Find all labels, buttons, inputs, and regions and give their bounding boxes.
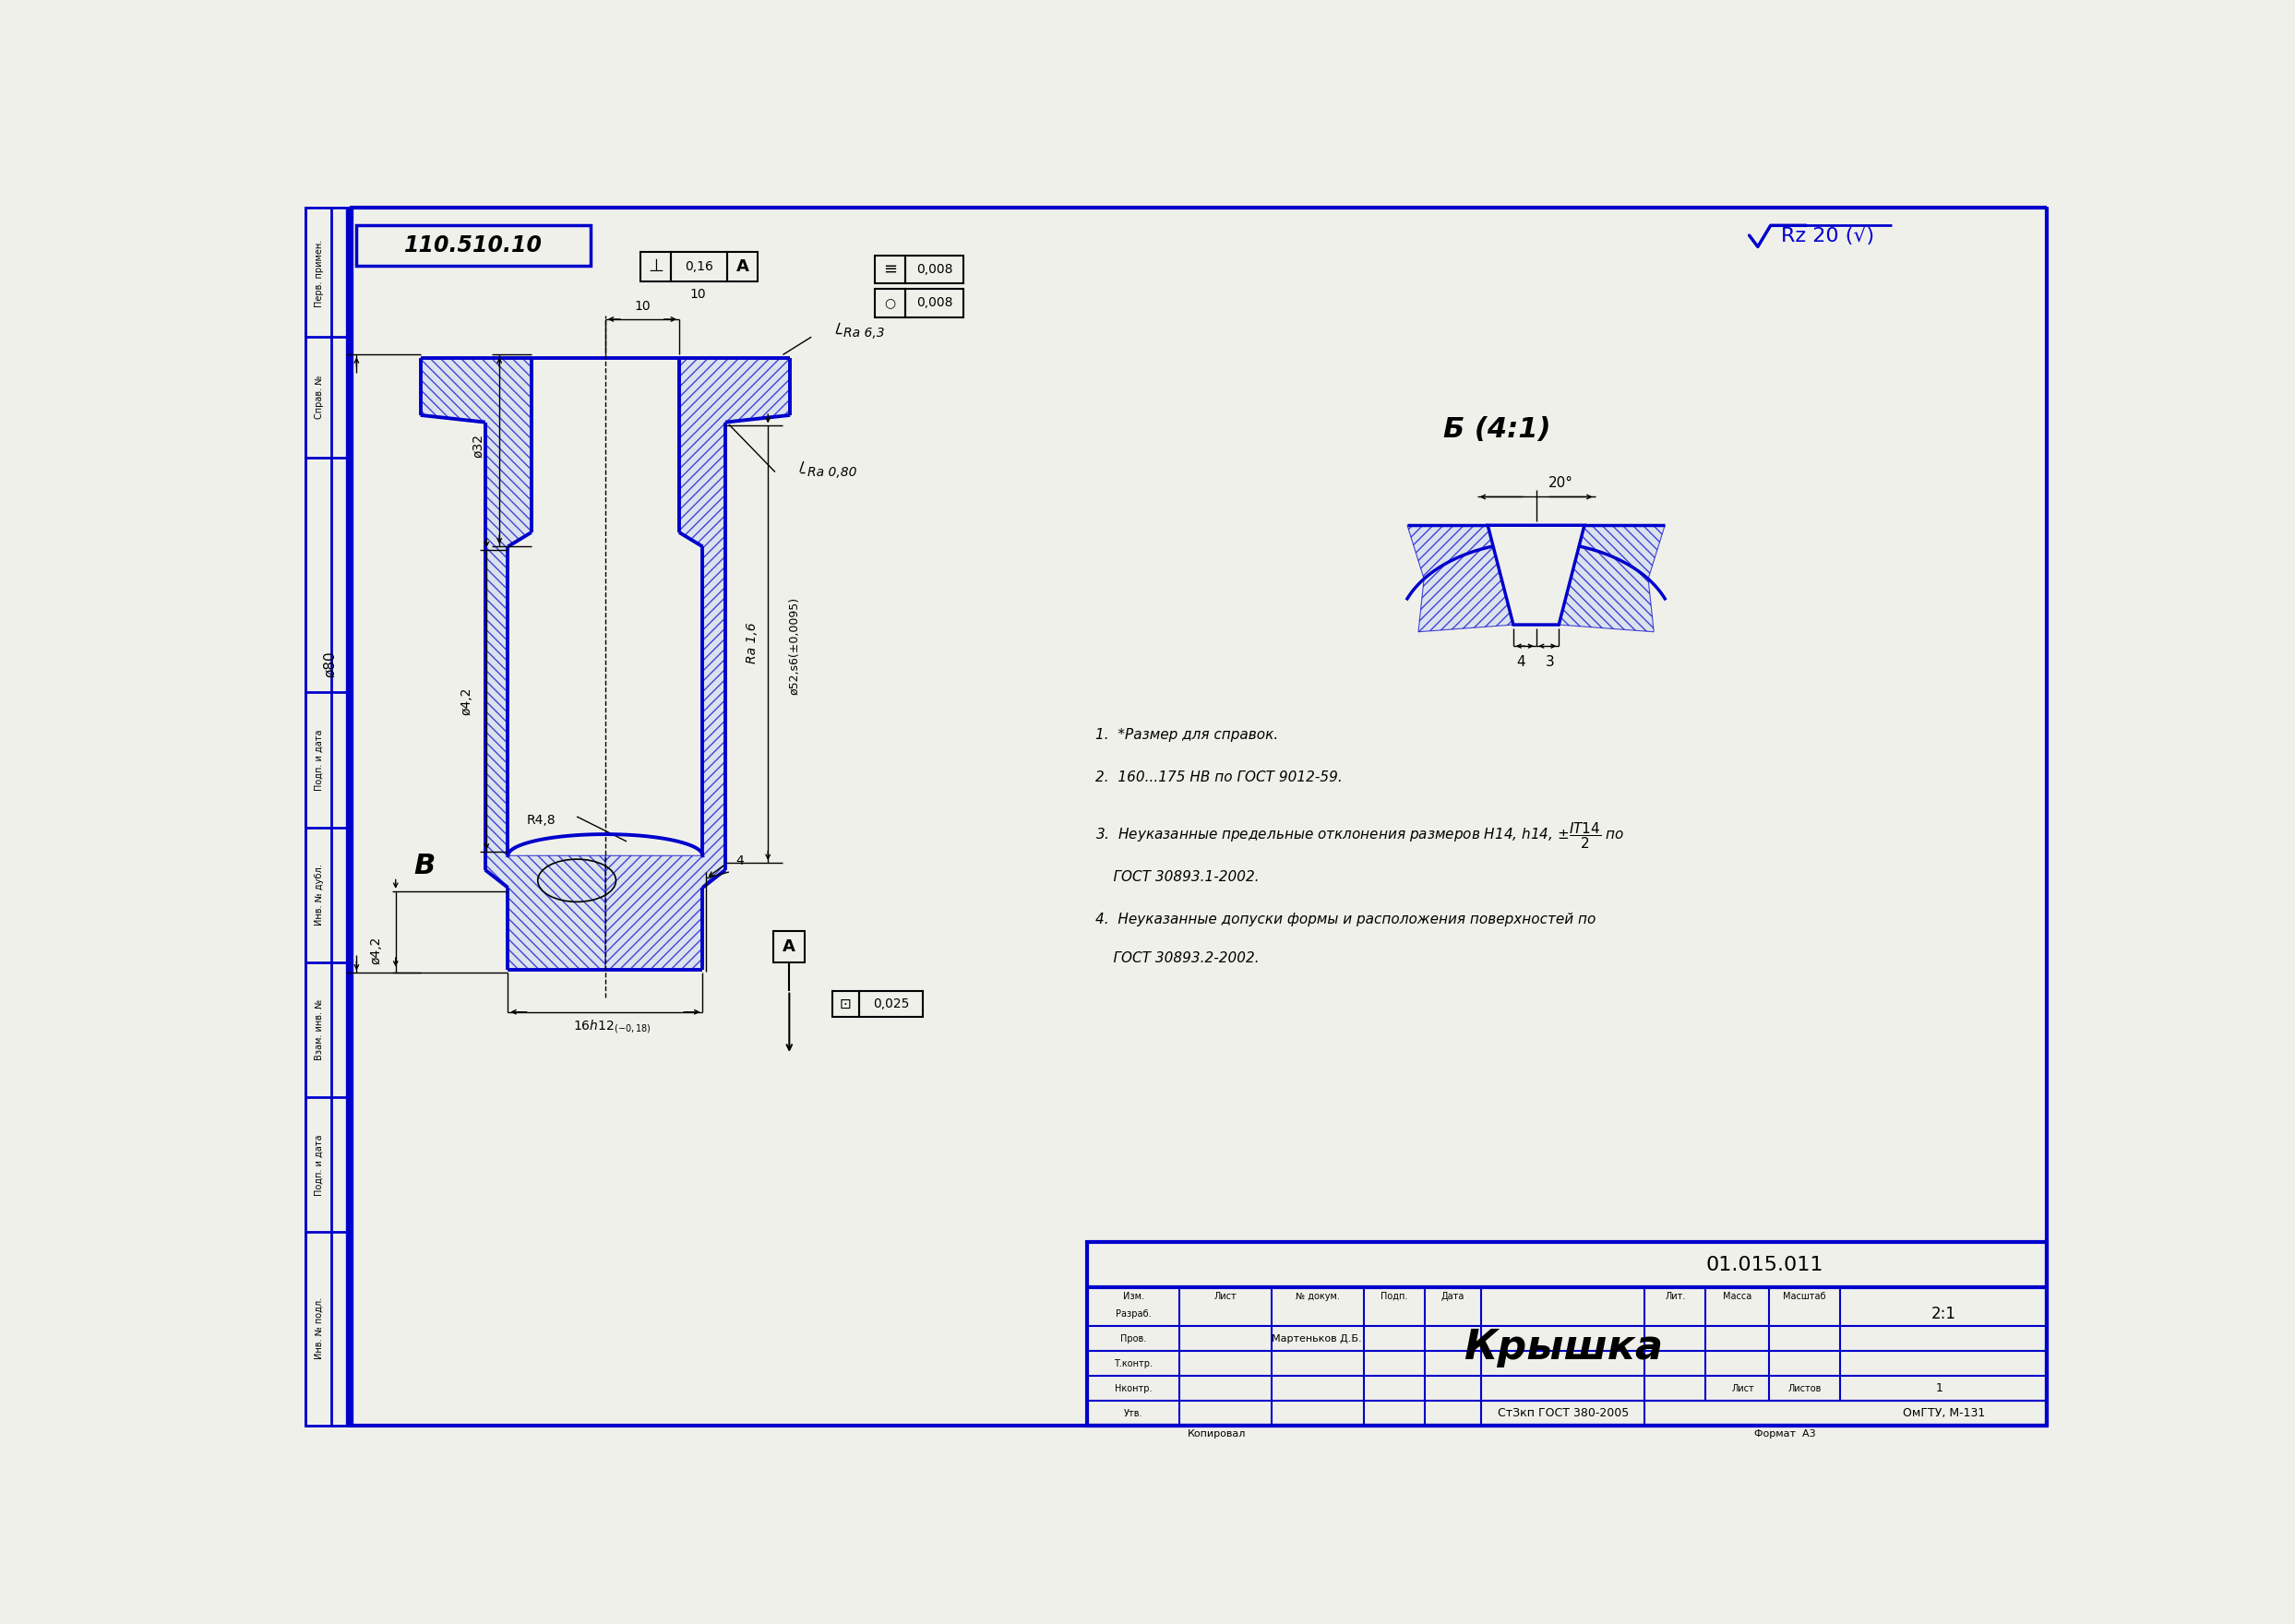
Text: 1: 1 <box>1937 1382 1944 1395</box>
Text: Листов: Листов <box>1788 1384 1822 1393</box>
Text: ГОСТ 30893.2-2002.: ГОСТ 30893.2-2002. <box>1095 952 1260 965</box>
Text: Дата: Дата <box>1441 1291 1464 1301</box>
Text: ø32: ø32 <box>470 434 484 458</box>
Text: 0,008: 0,008 <box>916 263 952 276</box>
Text: Пров.: Пров. <box>1120 1335 1145 1343</box>
Text: Формат  А3: Формат А3 <box>1753 1429 1815 1439</box>
Text: Мартеньков Д.Б.: Мартеньков Д.Б. <box>1271 1335 1361 1343</box>
Text: ГОСТ 30893.1-2002.: ГОСТ 30893.1-2002. <box>1095 870 1260 883</box>
Text: 2:1: 2:1 <box>1932 1306 1955 1322</box>
Bar <box>831 991 858 1017</box>
Bar <box>904 289 964 317</box>
Polygon shape <box>1558 525 1664 632</box>
Text: Инв. № дубл.: Инв. № дубл. <box>314 864 324 926</box>
Text: Взам. инв. №: Взам. инв. № <box>314 999 324 1060</box>
Text: № докум.: № докум. <box>1297 1291 1340 1301</box>
Text: ≡: ≡ <box>884 261 897 278</box>
Bar <box>640 252 670 281</box>
Bar <box>305 208 349 1426</box>
Text: $16h12_{(-0,18)}$: $16h12_{(-0,18)}$ <box>574 1017 652 1034</box>
Text: ⊥: ⊥ <box>647 258 663 276</box>
Text: 3.  Неуказанные предельные отклонения размеров Н14, h14, $\pm\dfrac{IT14}{2}$ по: 3. Неуказанные предельные отклонения раз… <box>1095 820 1625 851</box>
Text: 2.  160...175 НВ по ГОСТ 9012-59.: 2. 160...175 НВ по ГОСТ 9012-59. <box>1095 770 1343 784</box>
Text: Ra 0,80: Ra 0,80 <box>808 466 856 479</box>
Text: Лист: Лист <box>1730 1384 1753 1393</box>
Polygon shape <box>1407 525 1512 632</box>
Text: Утв.: Утв. <box>1125 1408 1143 1418</box>
Text: Масштаб: Масштаб <box>1783 1291 1827 1301</box>
Text: ⊡: ⊡ <box>840 997 851 1012</box>
Text: ОмГТУ, М-131: ОмГТУ, М-131 <box>1903 1408 1985 1419</box>
Bar <box>670 252 728 281</box>
Text: ø80: ø80 <box>324 651 337 677</box>
Bar <box>728 252 757 281</box>
Text: 10: 10 <box>688 287 707 300</box>
Text: Ra 6,3: Ra 6,3 <box>842 326 884 339</box>
Text: ø4,2: ø4,2 <box>461 687 473 716</box>
Text: 1.  *Размер для справок.: 1. *Размер для справок. <box>1095 728 1278 742</box>
Polygon shape <box>606 359 789 970</box>
Text: A: A <box>737 258 748 274</box>
Text: 20°: 20° <box>1549 476 1574 489</box>
Text: 01.015.011: 01.015.011 <box>1705 1255 1822 1275</box>
Text: Масса: Масса <box>1724 1291 1751 1301</box>
Text: 4.  Неуказанные допуски формы и расположения поверхностей по: 4. Неуказанные допуски формы и расположе… <box>1095 913 1595 926</box>
Bar <box>1088 1242 2047 1426</box>
Text: 4: 4 <box>734 854 744 867</box>
Bar <box>356 224 592 266</box>
Text: СтЗкп ГОСТ 380-2005: СтЗкп ГОСТ 380-2005 <box>1496 1408 1629 1419</box>
Text: 0,025: 0,025 <box>872 997 909 1010</box>
Text: Изм.: Изм. <box>1122 1291 1143 1301</box>
Bar <box>904 255 964 284</box>
Text: Подп. и дата: Подп. и дата <box>314 1134 324 1195</box>
Text: B: B <box>413 853 434 880</box>
Text: Ra 1,6: Ra 1,6 <box>746 622 760 663</box>
Text: 0,16: 0,16 <box>684 260 714 273</box>
Text: Лит.: Лит. <box>1666 1291 1685 1301</box>
Text: Нконтр.: Нконтр. <box>1115 1384 1152 1393</box>
Text: ø4,2: ø4,2 <box>369 935 383 965</box>
Text: Подп. и дата: Подп. и дата <box>314 729 324 791</box>
Bar <box>874 255 904 284</box>
Text: 4: 4 <box>1517 654 1526 669</box>
Text: Крышка: Крышка <box>1464 1327 1664 1367</box>
Text: Инв. № подл.: Инв. № подл. <box>314 1298 324 1359</box>
Polygon shape <box>1487 525 1584 625</box>
Bar <box>874 289 904 317</box>
Text: ø52,s6(±0,0095): ø52,s6(±0,0095) <box>789 598 801 695</box>
Text: Копировал: Копировал <box>1187 1429 1246 1439</box>
Text: ○: ○ <box>884 297 895 309</box>
Bar <box>858 991 923 1017</box>
Text: 10: 10 <box>633 300 649 313</box>
Text: A: A <box>783 939 796 955</box>
Text: 3: 3 <box>1545 654 1554 669</box>
Text: Т.контр.: Т.контр. <box>1113 1359 1152 1369</box>
Bar <box>773 931 806 961</box>
Text: Rz 20 (√): Rz 20 (√) <box>1781 226 1875 245</box>
Text: 110.510.10: 110.510.10 <box>404 234 544 257</box>
Text: 0,008: 0,008 <box>916 297 952 309</box>
Text: Лист: Лист <box>1214 1291 1237 1301</box>
Text: Разраб.: Разраб. <box>1115 1309 1152 1319</box>
Polygon shape <box>420 359 606 970</box>
Text: R4,8: R4,8 <box>528 814 555 827</box>
Text: Перв. примен.: Перв. примен. <box>314 239 324 307</box>
Text: Б (4:1): Б (4:1) <box>1444 416 1551 443</box>
Text: Подп.: Подп. <box>1379 1291 1407 1301</box>
Text: Справ. №: Справ. № <box>314 375 324 419</box>
